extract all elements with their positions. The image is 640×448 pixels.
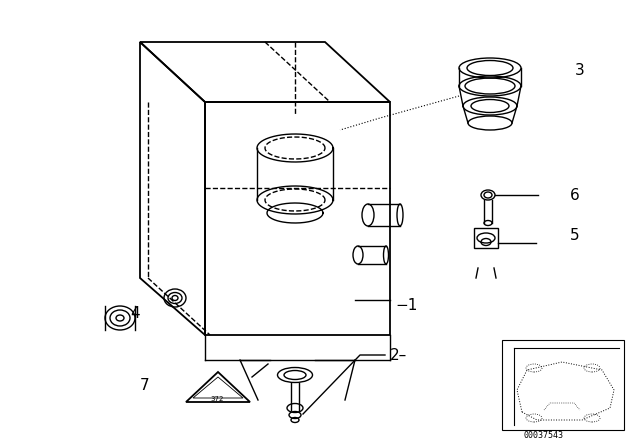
Bar: [474, 228, 498, 248]
Text: 372: 372: [210, 396, 223, 402]
Bar: [502, 340, 624, 430]
Text: 4: 4: [130, 306, 140, 321]
Text: 3: 3: [575, 63, 585, 78]
Text: 00037543: 00037543: [524, 431, 564, 440]
Text: 7: 7: [140, 378, 150, 393]
Text: −1: −1: [395, 298, 417, 313]
Text: 5: 5: [570, 228, 580, 243]
Text: 6: 6: [570, 188, 580, 203]
Text: 2–: 2–: [390, 348, 407, 363]
